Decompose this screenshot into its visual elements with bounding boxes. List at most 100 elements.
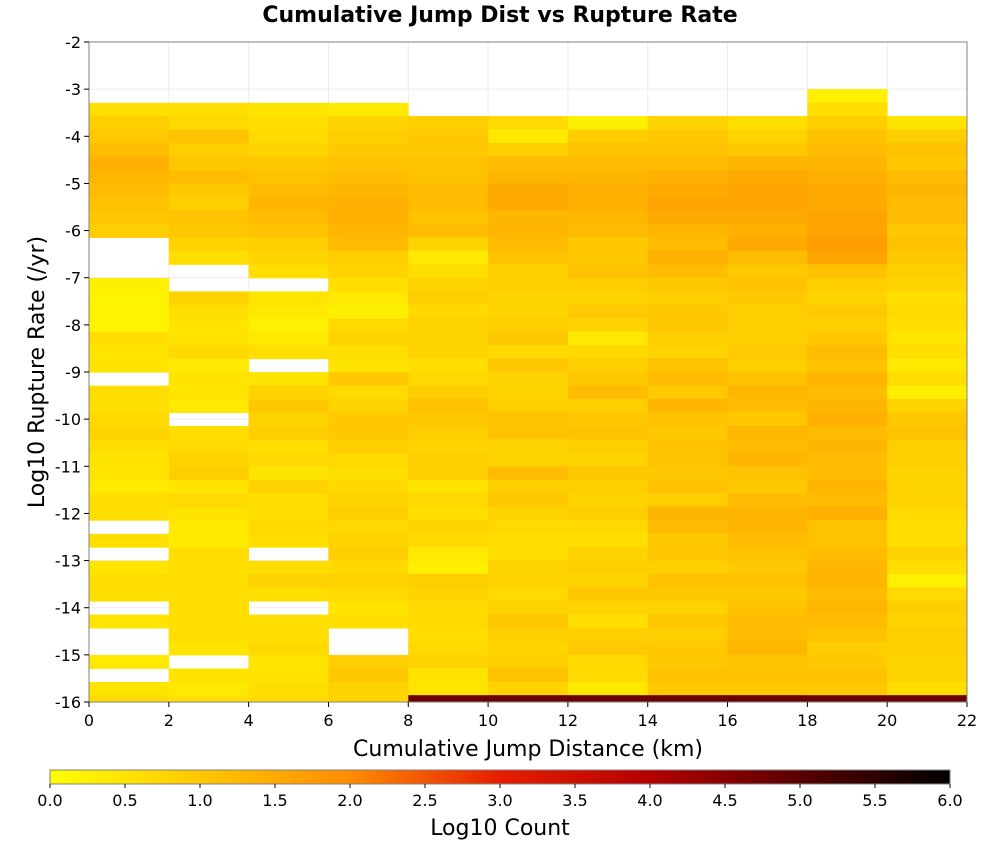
- heatmap-cell: [807, 358, 888, 373]
- heatmap-cell: [248, 453, 329, 467]
- heatmap-cell: [807, 425, 888, 440]
- heatmap-cell: [168, 116, 250, 131]
- heatmap-cell: [807, 587, 888, 602]
- heatmap-cell: [248, 385, 329, 400]
- heatmap-cell: [89, 479, 170, 494]
- heatmap-cell: [567, 237, 649, 252]
- heatmap-cell: [567, 331, 649, 346]
- heatmap-cell: [727, 614, 808, 629]
- heatmap-cell: [807, 102, 888, 117]
- heatmap-cell: [89, 560, 170, 575]
- heatmap-cell: [807, 210, 888, 225]
- colorbar-tick-label: 5.0: [787, 791, 812, 810]
- heatmap-cell: [168, 628, 250, 642]
- heatmap-cell: [408, 695, 489, 703]
- heatmap-cell: [887, 493, 968, 508]
- heatmap-cell: [567, 210, 649, 225]
- heatmap-cell: [168, 479, 250, 494]
- heatmap-cell: [647, 385, 728, 400]
- heatmap-cell: [807, 223, 888, 238]
- heatmap-cell: [647, 641, 728, 656]
- heatmap-cell: [807, 654, 888, 669]
- heatmap-cell: [248, 466, 329, 481]
- heatmap-cell: [89, 439, 170, 454]
- heatmap-cell: [807, 277, 888, 292]
- heatmap-cell: [328, 210, 409, 225]
- heatmap-cell: [488, 264, 569, 279]
- heatmap-cell: [168, 668, 250, 683]
- heatmap-cell: [727, 331, 808, 346]
- heatmap-cell: [488, 506, 569, 521]
- heatmap-cell: [248, 681, 329, 696]
- heatmap-cell: [328, 250, 409, 265]
- heatmap-cell: [807, 627, 888, 642]
- colorbar-tick-label: 6.0: [937, 791, 962, 810]
- heatmap-cell: [408, 371, 489, 386]
- heatmap-cell: [887, 398, 968, 413]
- heatmap-cell: [488, 318, 569, 332]
- heatmap-cell: [488, 277, 569, 292]
- heatmap-cell: [328, 102, 409, 117]
- y-tick-label: -12: [55, 504, 81, 523]
- y-tick-label: -5: [65, 174, 81, 193]
- heatmap-cell: [887, 183, 968, 198]
- heatmap-cell: [807, 533, 888, 548]
- heatmap-cell: [328, 533, 409, 548]
- heatmap-cell: [727, 156, 808, 171]
- heatmap-cell: [168, 601, 250, 616]
- heatmap-cell: [168, 237, 250, 252]
- heatmap-cell: [567, 358, 649, 373]
- heatmap-cell: [887, 250, 968, 265]
- heatmap-cell: [647, 506, 728, 521]
- heatmap-cell: [328, 372, 409, 387]
- heatmap-cell: [887, 506, 968, 521]
- heatmap-cell: [727, 412, 808, 427]
- heatmap-cell: [488, 116, 569, 130]
- heatmap-cell: [328, 170, 409, 185]
- heatmap-cell: [567, 371, 649, 386]
- heatmap-cell: [89, 506, 170, 521]
- heatmap-cell: [647, 493, 728, 508]
- x-axis-label: Cumulative Jump Distance (km): [353, 737, 703, 762]
- heatmap-cell: [248, 224, 329, 238]
- heatmap-cell: [248, 116, 329, 131]
- heatmap-cell: [727, 439, 808, 454]
- heatmap-cell: [567, 627, 649, 642]
- heatmap-cell: [328, 574, 409, 589]
- heatmap-cell: [248, 102, 329, 117]
- y-tick-label: -7: [65, 269, 81, 288]
- heatmap-cell: [647, 695, 728, 703]
- x-tick-label: 0: [84, 711, 94, 730]
- heatmap-cell: [248, 156, 329, 171]
- heatmap-cell: [887, 681, 968, 696]
- heatmap-cell: [89, 197, 170, 211]
- heatmap-cell: [408, 277, 489, 292]
- heatmap-cell: [328, 304, 409, 319]
- heatmap-cell: [168, 547, 250, 562]
- heatmap-cell: [488, 156, 569, 171]
- heatmap-cell: [328, 129, 409, 144]
- heatmap-cell: [248, 641, 329, 656]
- heatmap-cell: [168, 129, 250, 144]
- heatmap-cell: [727, 142, 808, 157]
- heatmap-cell: [488, 587, 569, 602]
- heatmap-cell: [887, 425, 968, 440]
- heatmap-cell: [488, 573, 569, 588]
- heatmap-cell: [488, 169, 569, 184]
- heatmap-cell: [807, 695, 888, 703]
- heatmap-cell: [727, 641, 808, 656]
- heatmap-cell: [488, 129, 569, 144]
- y-tick-label: -10: [55, 410, 81, 429]
- heatmap-cell: [328, 681, 409, 696]
- heatmap-cell: [89, 453, 170, 467]
- heatmap-cell: [887, 291, 968, 305]
- heatmap-cell: [807, 520, 888, 535]
- heatmap-cell: [89, 129, 170, 144]
- y-tick-label: -4: [65, 127, 81, 146]
- heatmap-cell: [248, 129, 329, 144]
- heatmap-cell: [647, 425, 728, 440]
- heatmap-cell: [727, 183, 808, 198]
- heatmap-cell: [89, 574, 170, 589]
- heatmap-cell: [248, 695, 329, 703]
- heatmap-cell: [567, 412, 649, 427]
